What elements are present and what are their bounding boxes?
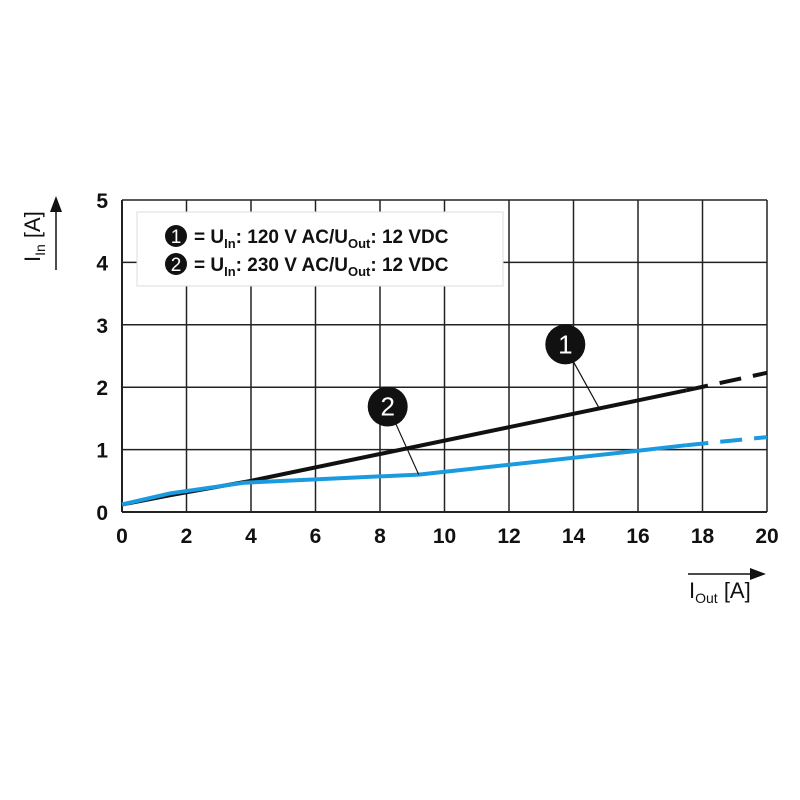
y-axis-label: IIn [A] <box>20 196 62 270</box>
x-tick-8: 8 <box>374 525 386 548</box>
x-tick-16: 16 <box>626 525 649 548</box>
legend-2-sub2: Out <box>348 264 371 279</box>
legend-2-sub1: In <box>224 264 236 279</box>
x-label-sub: Out <box>695 590 718 606</box>
y-tick-1: 1 <box>96 440 108 463</box>
svg-text:IIn [A]: IIn [A] <box>20 211 48 262</box>
callouts: 12 <box>367 324 600 475</box>
legend-1-suffix: : 12 VDC <box>370 227 448 248</box>
y-label-unit: [A] <box>20 211 45 244</box>
y-label-main: I <box>20 256 45 262</box>
legend-1-prefix: = U <box>194 227 224 248</box>
legend-1-mid: : 120 V AC/U <box>236 227 348 248</box>
series <box>121 370 768 507</box>
legend-box <box>136 211 504 287</box>
callout-2-marker <box>367 386 408 427</box>
y-label-sub: In <box>32 244 48 256</box>
legend-marker-2-label: 2 <box>171 255 182 276</box>
legend-entry-1: 1 = UIn: 120 V AC/UOut: 12 VDC <box>165 225 449 251</box>
legend-marker-1 <box>165 225 187 247</box>
x-tick-0: 0 <box>116 525 128 548</box>
y-tick-4: 4 <box>96 252 108 275</box>
y-tick-5: 5 <box>96 190 108 213</box>
x-label-main: I <box>689 578 695 603</box>
y-tick-0: 0 <box>96 502 108 525</box>
x-tick-12: 12 <box>497 525 520 548</box>
callout-1-leader <box>572 361 600 409</box>
x-tick-2: 2 <box>181 525 193 548</box>
svg-text:= UIn: 120 V AC/UOut: 12 VDC: = UIn: 120 V AC/UOut: 12 VDC <box>194 227 449 251</box>
callout-1-marker <box>545 324 586 365</box>
y-tick-3: 3 <box>96 315 108 338</box>
svg-text:IOut [A]: IOut [A] <box>689 578 751 606</box>
legend-marker-2 <box>165 253 187 275</box>
callout-2-label: 2 <box>380 392 394 422</box>
x-tick-20: 20 <box>755 525 778 548</box>
callout-2-leader <box>395 423 420 475</box>
y-tick-2: 2 <box>96 377 108 400</box>
x-tick-4: 4 <box>245 525 257 548</box>
x-tick-6: 6 <box>310 525 322 548</box>
x-axis-label: IOut [A] <box>688 568 766 606</box>
legend-marker-1-label: 1 <box>171 227 182 248</box>
legend-1-sub2: Out <box>348 236 371 251</box>
svg-text:= UIn: 230 V AC/UOut: 12 VDC: = UIn: 230 V AC/UOut: 12 VDC <box>194 255 449 279</box>
series-2-line <box>121 443 687 507</box>
x-axis-arrowhead <box>750 568 766 580</box>
x-label-unit: [A] <box>718 578 751 603</box>
legend: 1 = UIn: 120 V AC/UOut: 12 VDC 2 = UIn: … <box>136 211 504 287</box>
legend-2-mid: : 230 V AC/U <box>236 255 348 276</box>
y-axis-arrowhead <box>50 196 62 212</box>
x-tick-18: 18 <box>691 525 715 548</box>
x-tick-10: 10 <box>433 525 456 548</box>
series-1-extrapolation <box>685 370 768 393</box>
series-2-extrapolation <box>686 435 768 448</box>
callout-1-label: 1 <box>558 329 572 359</box>
legend-1-sub1: In <box>224 236 236 251</box>
legend-entry-2: 2 = UIn: 230 V AC/UOut: 12 VDC <box>165 253 449 279</box>
legend-2-suffix: : 12 VDC <box>370 255 448 276</box>
legend-2-prefix: = U <box>194 255 224 276</box>
x-tick-14: 14 <box>562 525 586 548</box>
